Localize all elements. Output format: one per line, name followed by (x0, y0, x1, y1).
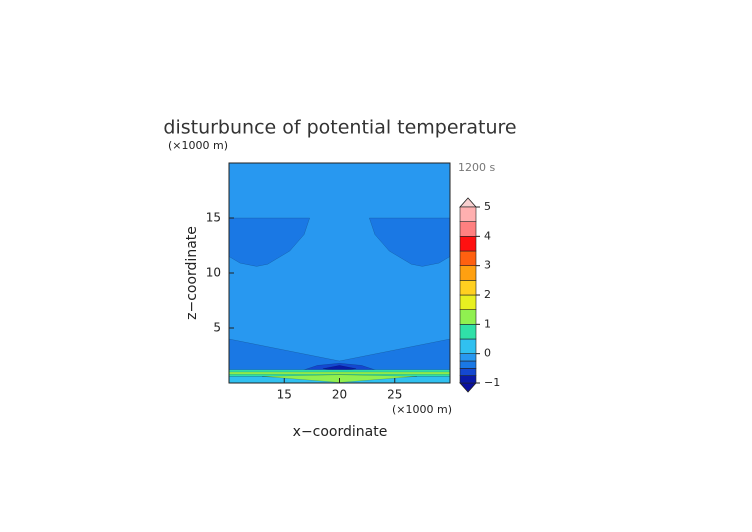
colorbar-box (459, 221, 477, 237)
colorbar-box (459, 338, 477, 354)
colorbar-box (459, 250, 477, 266)
y-tick-label: 5 (213, 321, 221, 335)
colorbar-box (459, 368, 477, 376)
colorbar-tick-label: 4 (484, 229, 491, 242)
colorbar-tick-label: 5 (484, 200, 491, 213)
colorbar-box (459, 375, 477, 384)
y-tick-label: 10 (206, 266, 221, 280)
contour-region (368, 217, 451, 267)
colorbar-box (459, 265, 477, 281)
colorbar-box (459, 294, 477, 310)
colorbar-box (459, 280, 477, 296)
x-tick-label: 25 (387, 388, 402, 402)
y-tick-label: 15 (206, 211, 221, 225)
x-tick-label: 20 (332, 388, 347, 402)
colorbar-tick-label: 3 (484, 259, 491, 272)
colorbar-box (459, 236, 477, 252)
colorbar-box (459, 360, 477, 369)
x-axis-label: x−coordinate (293, 424, 388, 440)
contour-field (228, 162, 451, 384)
colorbar-box (459, 324, 477, 340)
colorbar-tick-label: 1 (484, 317, 491, 330)
colorbar-tick-label: 2 (484, 288, 491, 301)
contour-region (228, 371, 451, 375)
chart-title: disturbunce of potential temperature (163, 117, 516, 139)
colorbar-top-extend (459, 197, 477, 208)
x-tick-label: 15 (277, 388, 292, 402)
y-axis-label: z−coordinate (184, 226, 200, 320)
colorbar-box (459, 206, 477, 222)
annotation: 1200 s (458, 161, 495, 174)
colorbar-bottom-extend (459, 382, 477, 393)
colorbar-box (459, 353, 477, 362)
colorbar-box (459, 309, 477, 325)
colorbar-tick-label: −1 (484, 376, 500, 389)
contour-region (228, 217, 311, 267)
y-unit: (×1000 m) (168, 139, 228, 152)
x-unit: (×1000 m) (392, 403, 452, 416)
colorbar-tick-label: 0 (484, 347, 491, 360)
